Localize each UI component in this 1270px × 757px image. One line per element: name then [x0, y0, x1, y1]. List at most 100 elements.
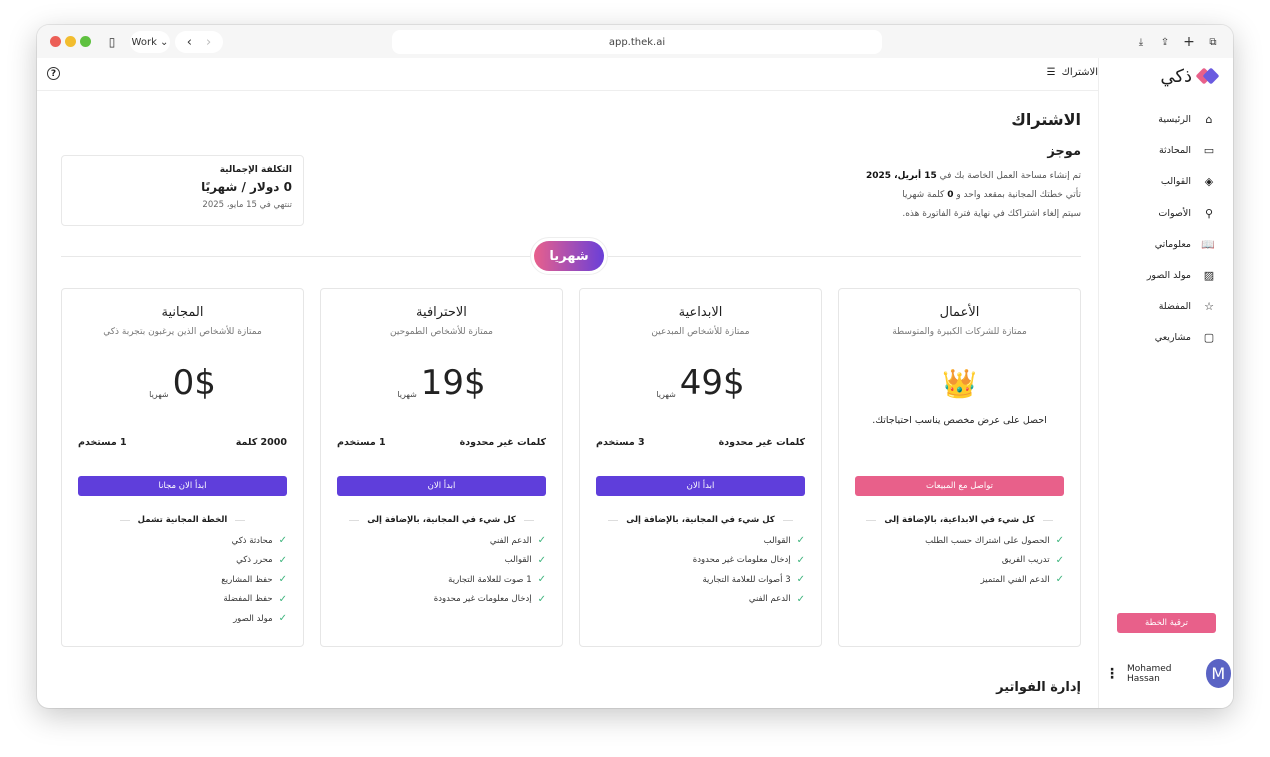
plans: الأعمال ممتازة للشركات الكبيرة والمتوسطة… [61, 288, 1081, 647]
plan-name: الاحترافية [416, 305, 467, 320]
feature-item: ✓ إدخال معلومات غير محدودة [433, 593, 546, 605]
plan-limits: كلمات غير محدودة 3 مستخدم [596, 437, 805, 448]
feature-item: ✓ حفظ المفضلة [223, 593, 287, 605]
share-icon[interactable]: ⇪ [1160, 36, 1170, 48]
sidebar-item-image-generator[interactable]: ▨ مولد الصور [1146, 269, 1215, 283]
summary-line: سيتم إلغاء اشتراكك في نهاية فترة الفاتور… [902, 209, 1081, 219]
contact-sales-button[interactable]: تواصل مع المبيعات [855, 476, 1064, 496]
feature-item: ✓ إدخال معلومات غير محدودة [692, 554, 805, 566]
image-icon: ▨ [1203, 269, 1215, 283]
plan-limits: كلمات غير محدودة 1 مستخدم [337, 437, 546, 448]
sidebar-item-home[interactable]: ⌂ الرئيسية [1147, 104, 1215, 135]
profile-selector[interactable]: Work ⌄ [130, 31, 170, 53]
sidebar-item-projects[interactable]: ▢ مشاريعي [1154, 331, 1215, 345]
more-options-icon[interactable]: ⋮ [1105, 665, 1119, 682]
features-title: الخطة المجانية تشمل [62, 515, 303, 525]
feature-item: ✓ القوالب [504, 554, 546, 566]
plan-description: ممتازة للشركات الكبيرة والمتوسطة [892, 327, 1027, 337]
feature-list: ✓ محادثة ذكي ✓ محرر ذكي ✓ حفظ المشاريع ✓ حفظ… [221, 531, 287, 629]
url-text: app.thek.ai [608, 36, 666, 48]
plan-description: ممتازة للأشخاص الطموحين [390, 327, 493, 337]
back-icon[interactable]: ‹ [186, 34, 192, 50]
start-now-button[interactable]: ابدأ الان [596, 476, 805, 496]
new-tab-icon[interactable]: + [1183, 34, 1195, 50]
plan-card-creative: الابداعية ممتازة للأشخاص المبدعين شهريا 4… [579, 288, 822, 647]
check-icon: ✓ [278, 574, 287, 586]
features-title: كل شيء في المجانية، بالإضافة إلى [321, 515, 562, 525]
plan-limits: 2000 كلمة 1 مستخدم [78, 437, 287, 448]
feature-item: ✓ الدعم الفني [489, 535, 546, 547]
cost-expiry: تنتهي في 15 مايو، 2025 [202, 200, 292, 210]
address-bar[interactable]: app.thek.ai [392, 30, 882, 54]
sidebar-toggle-icon[interactable]: ▯ [108, 35, 116, 49]
plan-name: الابداعية [678, 305, 723, 320]
briefcase-icon: ▢ [1203, 331, 1215, 345]
plan-name: الأعمال [939, 305, 980, 320]
monthly-toggle[interactable]: شهريا [534, 241, 604, 271]
feature-list: ✓ القوالب ✓ إدخال معلومات غير محدودة ✓ 3 أص… [693, 531, 805, 609]
feature-item: ✓ القوالب [763, 535, 805, 547]
cost-value: 0 دولار / شهريًا [201, 180, 292, 194]
user-profile[interactable]: M Mohamed Hassan ⋮ [1105, 659, 1231, 688]
check-icon: ✓ [278, 535, 287, 547]
user-name: Mohamed Hassan [1127, 663, 1172, 684]
check-icon: ✓ [796, 574, 805, 586]
feature-item: ✓ تدريب الفريق [1001, 554, 1064, 566]
breadcrumb: الاشتراك ☰ [1047, 67, 1098, 78]
star-icon: ☆ [1204, 300, 1214, 314]
history-nav: ‹ › [175, 31, 223, 53]
sidebar-item-chat[interactable]: ▭ المحادثة [1158, 144, 1215, 158]
check-icon: ✓ [796, 535, 805, 547]
feature-item: ✓ 3 أصوات للعلامة التجارية [702, 574, 805, 586]
check-icon: ✓ [537, 535, 546, 547]
browser-window: ▯ Work ⌄ ‹ › app.thek.ai ⤓ ⇪ + ⧉ الاشتراك… [37, 25, 1233, 708]
check-icon: ✓ [278, 554, 287, 566]
sidebar-nav: ⌂ الرئيسية ▭ المحادثة ◈ القوالب ⚲ الأصوات 📖 م… [1147, 104, 1215, 354]
help-icon[interactable]: ? [47, 67, 60, 80]
check-icon: ✓ [796, 554, 805, 566]
summary-line: تم إنشاء مساحة العمل الخاصة بك في 15 أبر… [865, 171, 1081, 181]
forward-icon[interactable]: › [206, 34, 212, 50]
feature-item: ✓ الحصول على اشتراك حسب الطلب [925, 535, 1064, 547]
layers-icon: ◈ [1204, 175, 1214, 189]
check-icon: ✓ [537, 554, 546, 566]
check-icon: ✓ [1055, 554, 1064, 566]
profile-label: Work [131, 36, 157, 48]
sidebar-item-info[interactable]: 📖 معلوماتي [1154, 237, 1215, 251]
minimize-window-button[interactable] [65, 36, 76, 47]
billing-title: إدارة الفواتير [996, 680, 1081, 695]
breadcrumb-item[interactable]: الاشتراك [1061, 67, 1098, 78]
feature-item: ✓ 1 صوت للعلامة التجارية [448, 574, 546, 586]
avatar: M [1205, 659, 1231, 688]
book-icon: 📖 [1201, 237, 1215, 251]
upgrade-plan-button[interactable]: ترقية الخطة [1117, 613, 1216, 633]
close-window-button[interactable] [50, 36, 61, 47]
check-icon: ✓ [278, 613, 287, 625]
plan-price: شهريا 19$ [397, 363, 486, 403]
features-title: كل شيء في الابداعية، بالإضافة إلى [839, 515, 1080, 525]
feature-item: ✓ مولد الصور [233, 613, 287, 625]
tabs-overview-icon[interactable]: ⧉ [1209, 36, 1217, 48]
sidebar-item-templates[interactable]: ◈ القوالب [1160, 175, 1214, 189]
feature-item: ✓ حفظ المشاريع [221, 574, 287, 586]
sidebar-item-voices[interactable]: ⚲ الأصوات [1158, 206, 1214, 220]
start-free-button[interactable]: ابدأ الان مجانا [78, 476, 287, 496]
plan-card-free: المجانية ممتازة للأشخاص الذين يرغبون بتج… [61, 288, 304, 647]
download-icon[interactable]: ⤓ [1138, 36, 1144, 48]
plan-name: المجانية [161, 305, 204, 320]
summary-title: موجز [1047, 144, 1081, 159]
feature-item: ✓ محادثة ذكي [231, 535, 287, 547]
check-icon: ✓ [1055, 535, 1064, 547]
plan-description: ممتازة للأشخاص المبدعين [651, 327, 750, 337]
billing-period-toggle: شهريا [530, 237, 608, 275]
chat-icon: ▭ [1203, 144, 1215, 158]
main-area: الاشتراك ☰ ? الاشتراك موجز تم إنشاء مساحة… [37, 58, 1098, 708]
start-now-button[interactable]: ابدأ الان [337, 476, 546, 496]
maximize-window-button[interactable] [80, 36, 91, 47]
home-icon: ⌂ [1205, 113, 1213, 127]
logo[interactable]: ذكي [1160, 66, 1221, 87]
sidebar-item-favorites[interactable]: ☆ المفضلة [1158, 300, 1214, 314]
plan-price: شهريا 0$ [149, 363, 216, 403]
total-cost-box: التكلفة الإجمالية 0 دولار / شهريًا تنتهي… [61, 155, 304, 226]
plan-card-pro: الاحترافية ممتازة للأشخاص الطموحين شهريا… [320, 288, 563, 647]
